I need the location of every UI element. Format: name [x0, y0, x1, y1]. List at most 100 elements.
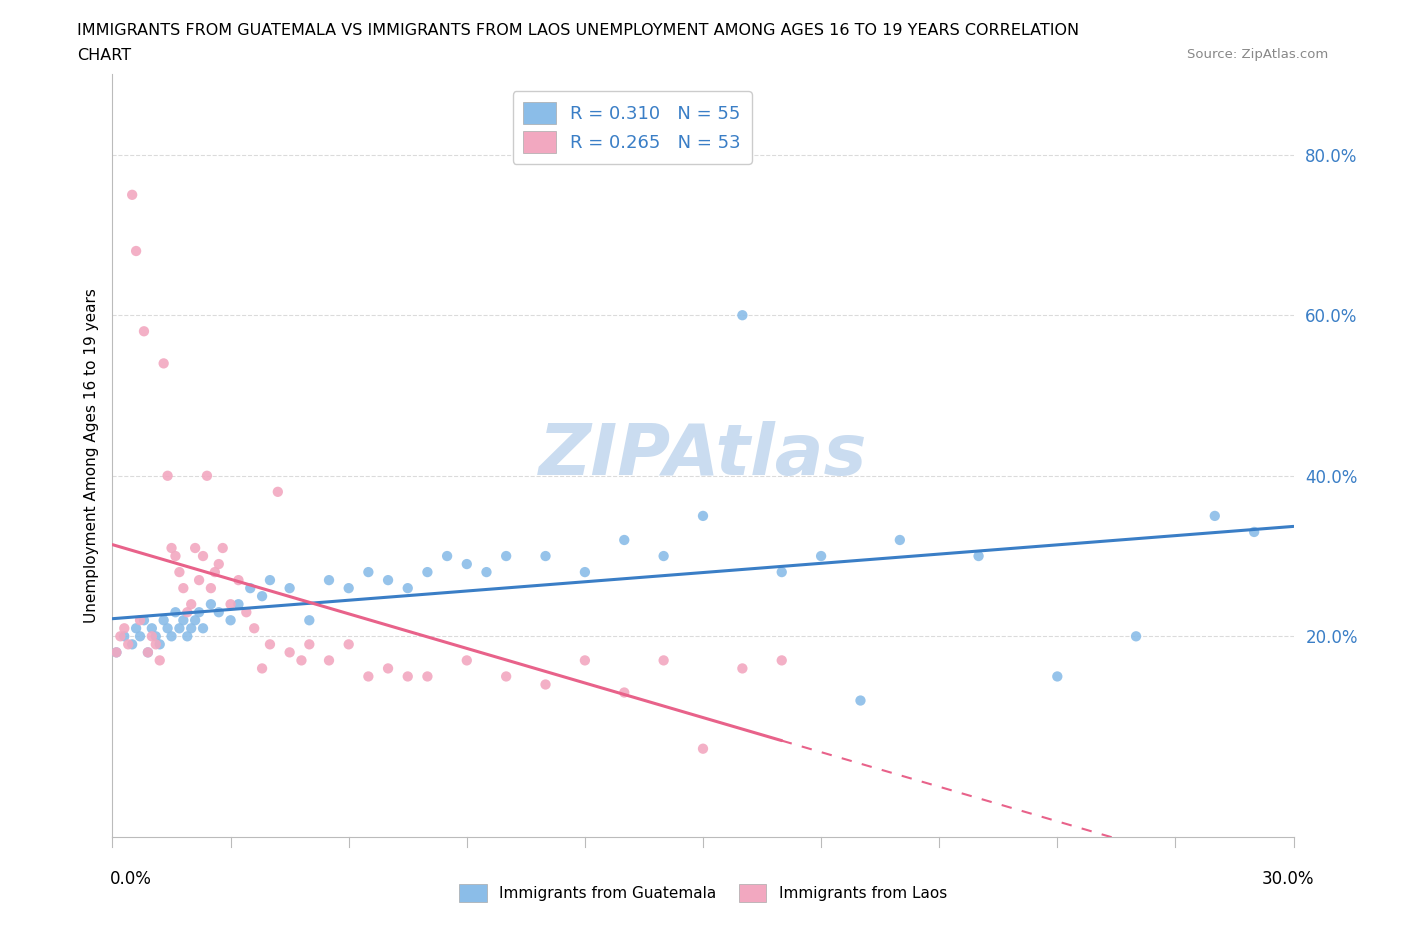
Point — [278, 644, 301, 659]
Point — [416, 565, 439, 579]
Point — [456, 653, 478, 668]
Point — [259, 573, 281, 588]
Point — [357, 669, 380, 684]
Point — [105, 644, 128, 659]
Point — [136, 644, 159, 659]
Point — [357, 565, 380, 579]
Point — [731, 308, 754, 323]
Point — [180, 597, 202, 612]
Point — [416, 669, 439, 684]
Point — [574, 565, 596, 579]
Point — [149, 653, 172, 668]
Point — [184, 613, 207, 628]
Point — [110, 629, 132, 644]
Point — [141, 621, 163, 636]
Point — [239, 580, 262, 595]
Legend: Immigrants from Guatemala, Immigrants from Laos: Immigrants from Guatemala, Immigrants fr… — [453, 878, 953, 909]
Point — [259, 637, 281, 652]
Point — [475, 565, 498, 579]
Point — [145, 629, 167, 644]
Point — [169, 565, 191, 579]
Point — [377, 661, 399, 676]
Point — [112, 621, 135, 636]
Point — [1125, 629, 1147, 644]
Point — [132, 613, 155, 628]
Point — [200, 580, 222, 595]
Point — [125, 621, 148, 636]
Point — [219, 613, 242, 628]
Point — [165, 604, 187, 619]
Point — [652, 653, 675, 668]
Point — [112, 629, 135, 644]
Legend: R = 0.310   N = 55, R = 0.265   N = 53: R = 0.310 N = 55, R = 0.265 N = 53 — [513, 91, 752, 164]
Point — [1243, 525, 1265, 539]
Text: 0.0%: 0.0% — [110, 870, 152, 888]
Point — [105, 644, 128, 659]
Point — [456, 557, 478, 572]
Point — [145, 637, 167, 652]
Point — [172, 613, 194, 628]
Point — [810, 549, 832, 564]
Point — [298, 637, 321, 652]
Point — [692, 509, 714, 524]
Point — [129, 613, 152, 628]
Point — [243, 621, 266, 636]
Point — [692, 741, 714, 756]
Point — [176, 604, 198, 619]
Point — [160, 540, 183, 555]
Point — [228, 573, 250, 588]
Point — [318, 573, 340, 588]
Point — [208, 557, 231, 572]
Point — [184, 540, 207, 555]
Point — [160, 629, 183, 644]
Point — [495, 549, 517, 564]
Point — [613, 533, 636, 548]
Point — [770, 653, 793, 668]
Point — [125, 244, 148, 259]
Point — [156, 469, 179, 484]
Point — [141, 629, 163, 644]
Point — [250, 661, 273, 676]
Point — [652, 549, 675, 564]
Point — [889, 533, 911, 548]
Point — [180, 621, 202, 636]
Point — [250, 589, 273, 604]
Point — [165, 549, 187, 564]
Point — [121, 637, 143, 652]
Point — [267, 485, 290, 499]
Point — [176, 629, 198, 644]
Point — [337, 637, 360, 652]
Point — [534, 549, 557, 564]
Point — [156, 621, 179, 636]
Point — [298, 613, 321, 628]
Point — [377, 573, 399, 588]
Text: Source: ZipAtlas.com: Source: ZipAtlas.com — [1188, 48, 1329, 61]
Point — [136, 644, 159, 659]
Point — [436, 549, 458, 564]
Point — [188, 604, 211, 619]
Point — [396, 669, 419, 684]
Point — [117, 637, 139, 652]
Text: IMMIGRANTS FROM GUATEMALA VS IMMIGRANTS FROM LAOS UNEMPLOYMENT AMONG AGES 16 TO : IMMIGRANTS FROM GUATEMALA VS IMMIGRANTS … — [77, 23, 1080, 38]
Point — [495, 669, 517, 684]
Point — [278, 580, 301, 595]
Point — [195, 469, 218, 484]
Point — [849, 693, 872, 708]
Point — [534, 677, 557, 692]
Point — [204, 565, 226, 579]
Text: ZIPAtlas: ZIPAtlas — [538, 421, 868, 490]
Point — [1204, 509, 1226, 524]
Point — [1046, 669, 1069, 684]
Point — [149, 637, 172, 652]
Point — [613, 685, 636, 700]
Point — [200, 597, 222, 612]
Point — [731, 661, 754, 676]
Point — [211, 540, 233, 555]
Point — [219, 597, 242, 612]
Point — [967, 549, 990, 564]
Point — [574, 653, 596, 668]
Point — [188, 573, 211, 588]
Point — [208, 604, 231, 619]
Point — [396, 580, 419, 595]
Text: CHART: CHART — [77, 48, 131, 63]
